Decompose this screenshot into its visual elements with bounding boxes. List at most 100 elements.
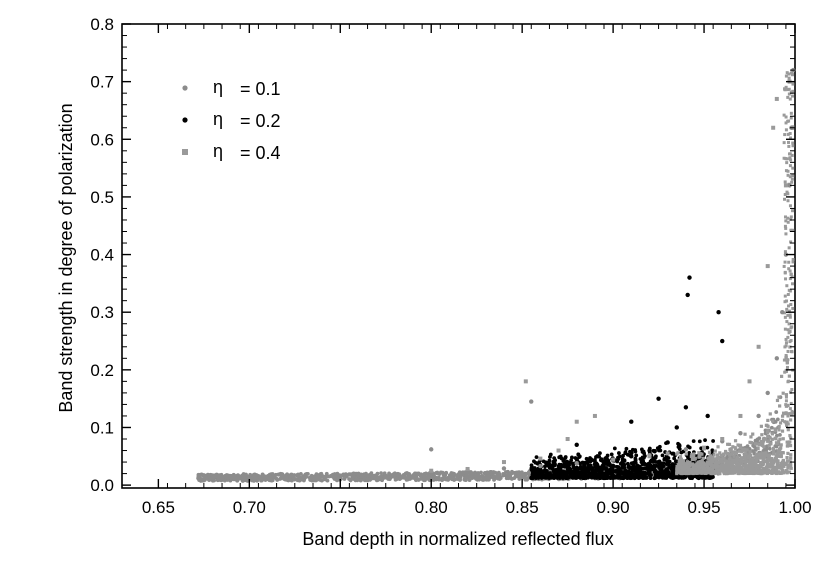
cloud-point-eta-0.4	[781, 459, 785, 463]
cloud-point-eta-0.1	[380, 478, 384, 483]
cloud-point-eta-0.4	[713, 457, 717, 461]
cloud-point-eta-0.4	[680, 461, 684, 466]
cloud-point-eta-0.1	[492, 474, 497, 479]
cloud-point-eta-0.4	[769, 456, 774, 461]
cloud-point-eta-0.4	[784, 403, 788, 407]
cloud-point-eta-0.4	[791, 166, 795, 170]
cloud-point-eta-0.4	[739, 469, 743, 473]
cloud-point-eta-0.4	[772, 452, 776, 456]
cloud-point-eta-0.4	[722, 452, 726, 456]
data-point-series-1	[629, 419, 634, 424]
cloud-point-eta-0.4	[787, 152, 791, 156]
cloud-point-eta-0.4	[789, 436, 793, 440]
cloud-point-eta-0.2	[686, 455, 690, 460]
cloud-point-eta-0.2	[619, 476, 624, 480]
cloud-point-eta-0.1	[416, 471, 421, 476]
legend-marker	[182, 149, 188, 155]
cloud-point-eta-0.4	[739, 445, 743, 450]
cloud-point-eta-0.4	[730, 458, 734, 462]
cloud-point-eta-0.4	[783, 197, 787, 201]
cloud-point-eta-0.1	[769, 425, 774, 430]
cloud-point-eta-0.4	[761, 466, 766, 470]
cloud-point-eta-0.1	[243, 473, 248, 478]
cloud-point-eta-0.4	[715, 456, 719, 460]
cloud-point-eta-0.4	[761, 457, 765, 461]
cloud-point-eta-0.2	[674, 459, 679, 464]
cloud-point-eta-0.2	[581, 466, 586, 471]
cloud-point-eta-0.4	[769, 458, 773, 462]
cloud-point-eta-0.4	[768, 436, 772, 440]
cloud-point-eta-0.2	[537, 460, 541, 465]
cloud-point-eta-0.4	[766, 418, 770, 423]
data-point-series-0	[392, 471, 398, 476]
cloud-point-eta-0.4	[783, 420, 787, 424]
cloud-point-eta-0.4	[785, 420, 789, 424]
y-tick-label: 0.8	[90, 15, 114, 34]
cloud-point-eta-0.4	[784, 85, 788, 89]
cloud-point-eta-0.4	[783, 215, 787, 219]
cloud-point-eta-0.4	[755, 442, 760, 446]
cloud-point-eta-0.1	[509, 477, 514, 481]
cloud-point-eta-0.1	[773, 419, 778, 424]
cloud-point-eta-0.4	[720, 463, 724, 468]
cloud-point-eta-0.2	[598, 451, 602, 456]
cloud-point-eta-0.2	[545, 475, 549, 480]
cloud-point-eta-0.4	[775, 441, 779, 446]
cloud-point-eta-0.4	[748, 450, 752, 454]
data-point-series-0	[574, 461, 579, 466]
cloud-point-eta-0.2	[551, 472, 556, 477]
cloud-point-eta-0.2	[594, 472, 598, 477]
cloud-point-eta-0.2	[565, 459, 570, 464]
cloud-point-eta-0.2	[657, 447, 661, 452]
y-tick-label: 0.3	[90, 303, 114, 322]
cloud-point-eta-0.2	[534, 476, 538, 481]
cloud-point-eta-0.2	[577, 455, 582, 459]
cloud-point-eta-0.4	[789, 215, 793, 219]
cloud-point-eta-0.1	[778, 432, 782, 437]
cloud-point-eta-0.2	[616, 467, 621, 472]
cloud-point-eta-0.2	[604, 460, 608, 465]
cloud-point-eta-0.4	[788, 315, 792, 319]
cloud-point-eta-0.4	[679, 457, 683, 461]
cloud-point-eta-0.4	[701, 461, 706, 465]
cloud-point-eta-0.2	[657, 475, 662, 480]
cloud-point-eta-0.4	[725, 451, 730, 455]
cloud-point-eta-0.4	[781, 411, 786, 415]
cloud-point-eta-0.4	[725, 459, 729, 464]
cloud-point-eta-0.4	[788, 269, 792, 273]
cloud-point-eta-0.4	[715, 460, 719, 464]
cloud-point-eta-0.4	[780, 429, 785, 433]
cloud-point-eta-0.4	[786, 292, 790, 296]
cloud-point-eta-0.4	[719, 466, 724, 471]
cloud-point-eta-0.2	[676, 441, 680, 446]
cloud-point-eta-0.1	[774, 410, 779, 414]
cloud-point-eta-0.4	[761, 441, 765, 445]
cloud-point-eta-0.4	[771, 446, 776, 451]
cloud-point-eta-0.4	[698, 463, 702, 468]
cloud-point-eta-0.2	[595, 465, 600, 470]
cloud-point-eta-0.4	[786, 335, 790, 339]
cloud-point-eta-0.2	[627, 470, 631, 475]
x-tick-label: 0.65	[142, 498, 175, 517]
data-point-series-0	[356, 472, 361, 477]
cloud-point-eta-0.2	[578, 464, 583, 469]
cloud-point-eta-0.4	[791, 94, 795, 98]
cloud-point-eta-0.2	[598, 475, 602, 480]
cloud-point-eta-0.2	[570, 455, 574, 460]
cloud-point-eta-0.4	[785, 444, 790, 448]
cloud-point-eta-0.4	[724, 463, 728, 467]
cloud-point-eta-0.4	[688, 463, 692, 468]
cloud-point-eta-0.4	[767, 454, 771, 458]
cloud-point-eta-0.4	[788, 164, 792, 168]
cloud-point-eta-0.1	[388, 475, 392, 480]
cloud-point-eta-0.4	[693, 470, 697, 475]
cloud-point-eta-0.1	[474, 476, 479, 481]
cloud-point-eta-0.2	[648, 476, 653, 481]
cloud-point-eta-0.2	[666, 470, 671, 475]
cloud-point-eta-0.4	[691, 465, 695, 469]
cloud-point-eta-0.4	[789, 338, 793, 342]
cloud-point-eta-0.4	[771, 419, 775, 423]
cloud-point-eta-0.4	[779, 443, 783, 447]
cloud-point-eta-0.4	[789, 111, 793, 115]
cloud-point-eta-0.2	[561, 469, 566, 474]
